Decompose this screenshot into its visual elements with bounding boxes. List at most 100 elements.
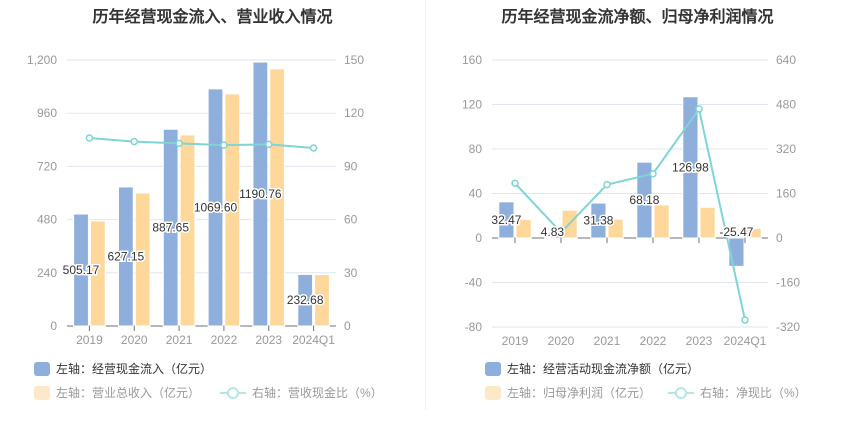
data-label: 232.68 xyxy=(287,293,324,307)
bar-net-cash-flow xyxy=(636,161,653,239)
ratio-point xyxy=(511,179,519,187)
ratio-point xyxy=(557,228,565,237)
left-axis-tick: 240 xyxy=(37,266,57,280)
ratio-line xyxy=(89,137,314,149)
ratio-line xyxy=(514,106,746,321)
x-axis-label: 2021 xyxy=(594,334,621,348)
ratio-point xyxy=(741,316,749,324)
right-axis-tick: -320 xyxy=(776,320,800,334)
left-axis-tick: 720 xyxy=(37,159,57,173)
bar-cash-inflow xyxy=(73,213,89,327)
legend-swatch-blue xyxy=(34,361,50,376)
data-label: 4.83 xyxy=(541,225,565,239)
right-axis-tick: 480 xyxy=(776,98,796,112)
bar-revenue xyxy=(314,274,330,327)
bar-net-profit xyxy=(699,206,716,239)
right-axis-tick: 150 xyxy=(344,53,364,67)
right-axis-tick: 640 xyxy=(776,53,796,67)
legend-label: 左轴：归母净利润（亿元） xyxy=(507,386,652,400)
bar-net-profit xyxy=(653,204,670,239)
legend-item-net-profit[interactable]: 左轴：归母净利润（亿元） xyxy=(485,384,651,401)
data-label: -25.47 xyxy=(719,225,753,239)
right-axis-tick: 160 xyxy=(776,187,796,201)
divider xyxy=(425,0,426,410)
ratio-point xyxy=(220,141,228,149)
legend-item-net-cash[interactable]: 左轴：经营活动现金流净额（亿元） xyxy=(485,360,699,377)
bar-cash-inflow xyxy=(297,273,314,327)
legend-label: 右轴：营收现金比（%） xyxy=(252,386,383,400)
bar-cash-inflow xyxy=(207,88,224,327)
bar-revenue xyxy=(134,192,151,327)
legend-swatch-orange xyxy=(485,385,501,400)
right-axis-tick: 0 xyxy=(344,319,351,333)
left-axis-tick: 0 xyxy=(50,319,57,333)
ratio-point xyxy=(85,134,94,142)
data-label: 32.47 xyxy=(491,213,521,227)
bar-cash-inflow xyxy=(252,61,269,327)
x-axis-label: 2024Q1 xyxy=(292,333,335,347)
x-axis-label: 2022 xyxy=(211,333,238,347)
data-label: 505.17 xyxy=(63,263,100,277)
left-axis-tick: -80 xyxy=(465,320,483,334)
legend-item-net-ratio[interactable]: 右轴：净现比（%） xyxy=(668,384,807,401)
bar-revenue xyxy=(269,68,286,327)
legend-label: 左轴：经营活动现金流净额（亿元） xyxy=(507,362,700,376)
legend-item-cash-inflow[interactable]: 左轴：经营现金流入（亿元） xyxy=(34,360,212,377)
bar-net-cash-flow xyxy=(498,201,515,239)
x-axis-label: 2022 xyxy=(640,334,667,348)
ratio-point xyxy=(649,170,657,178)
bar-net-profit xyxy=(745,227,762,239)
bar-net-cash-flow xyxy=(590,202,607,239)
bar-cash-inflow xyxy=(162,128,179,327)
legend-item-revenue[interactable]: 左轴：营业总收入（亿元） xyxy=(34,384,200,401)
right-axis-tick: 30 xyxy=(344,266,358,280)
x-axis-label: 2023 xyxy=(686,334,713,348)
bar-cash-inflow xyxy=(117,186,134,327)
right-axis-tick: 0 xyxy=(776,231,783,245)
bar-net-profit xyxy=(515,218,532,239)
x-axis-label: 2020 xyxy=(548,334,575,348)
right-axis-tick: 90 xyxy=(344,159,358,173)
right-axis-tick: 120 xyxy=(344,106,364,120)
legend-line-icon xyxy=(220,386,246,399)
legend-swatch-blue xyxy=(485,361,501,376)
x-axis-label: 2019 xyxy=(76,333,103,347)
data-label: 126.98 xyxy=(672,160,709,174)
left-axis-tick: 1,200 xyxy=(27,53,57,67)
ratio-point xyxy=(309,144,318,152)
x-axis-label: 2024Q1 xyxy=(724,334,767,348)
x-axis-label: 2023 xyxy=(255,333,282,347)
x-axis-label: 2021 xyxy=(166,333,193,347)
x-axis-label: 2020 xyxy=(121,333,148,347)
left-axis-tick: 120 xyxy=(462,98,482,112)
bar-net-cash-flow xyxy=(682,96,699,239)
left-axis-tick: 0 xyxy=(475,231,482,245)
ratio-point xyxy=(603,180,611,189)
right-axis-tick: 60 xyxy=(344,213,358,227)
left-axis-tick: 40 xyxy=(469,187,483,201)
legend-label: 左轴：经营现金流入（亿元） xyxy=(56,362,213,376)
legend-swatch-orange xyxy=(34,385,50,400)
left-axis-tick: -40 xyxy=(465,276,483,290)
legend-label: 右轴：净现比（%） xyxy=(700,386,807,400)
bar-revenue xyxy=(89,220,106,327)
chart-title-left: 历年经营现金流入、营业收入情况 xyxy=(92,9,333,26)
x-axis-label: 2019 xyxy=(502,334,529,348)
left-axis-tick: 80 xyxy=(469,142,483,156)
bar-revenue xyxy=(179,134,196,327)
ratio-point xyxy=(265,140,273,149)
chart-title-right: 历年经营现金流净额、归母净利润情况 xyxy=(501,9,774,26)
right-axis-tick: 320 xyxy=(776,142,796,156)
data-label: 627.15 xyxy=(108,249,145,263)
left-axis-tick: 960 xyxy=(37,106,57,120)
data-label: 31.38 xyxy=(583,214,613,228)
legend-line-icon xyxy=(668,386,694,399)
ratio-point xyxy=(695,105,703,113)
data-label: 887.65 xyxy=(152,221,189,235)
data-label: 68.18 xyxy=(629,193,659,207)
ratio-point xyxy=(175,139,183,148)
legend-item-ratio[interactable]: 右轴：营收现金比（%） xyxy=(220,384,383,401)
left-axis-tick: 480 xyxy=(37,213,57,227)
